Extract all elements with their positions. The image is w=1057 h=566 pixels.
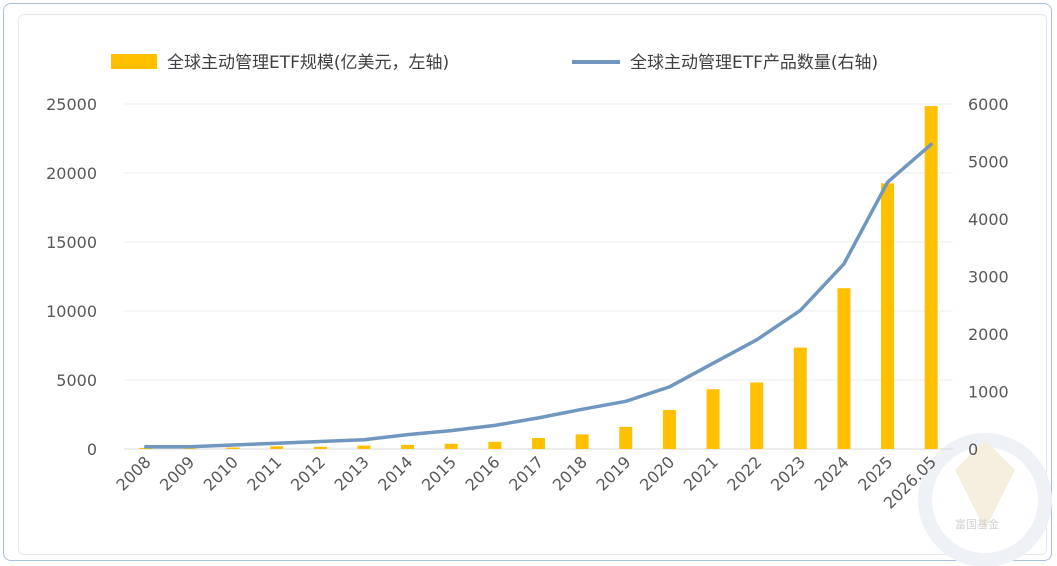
left-tick-label: 25000: [46, 95, 97, 114]
legend-label-bar: 全球主动管理ETF规模(亿美元，左轴): [167, 53, 449, 73]
bar: [881, 183, 895, 449]
x-tick-label: 2008: [112, 452, 154, 494]
legend: 全球主动管理ETF规模(亿美元，左轴) 全球主动管理ETF产品数量(右轴): [111, 53, 878, 73]
x-tick-label: 2022: [723, 452, 765, 494]
x-tick-label: 2014: [374, 452, 416, 494]
left-tick-label: 0: [87, 440, 97, 459]
chart-frame: [3, 3, 1052, 561]
bar: [662, 410, 676, 449]
x-tick-label: 2013: [331, 452, 373, 494]
bar: [837, 288, 851, 449]
x-tick-label: 2020: [636, 452, 678, 494]
left-tick-label: 20000: [46, 164, 97, 183]
bar: [924, 106, 938, 449]
x-tick-label: 2015: [418, 452, 460, 494]
chart-panel: [18, 14, 1047, 555]
line-series: [144, 142, 933, 449]
x-tick-label: 2024: [811, 452, 853, 494]
right-tick-label: 4000: [968, 210, 1009, 229]
x-tick-label: 2023: [767, 452, 809, 494]
x-tick-label: 2018: [549, 452, 591, 494]
watermark-text: 富国基金: [955, 517, 999, 531]
right-tick-label: 6000: [968, 95, 1009, 114]
right-axis-ticks: 0 1000 2000 3000 4000 5000 6000: [968, 95, 1009, 459]
bar: [575, 434, 589, 449]
right-tick-label: 2000: [968, 325, 1009, 344]
x-tick-label: 2021: [680, 452, 722, 494]
x-axis-ticks: 2008 2009 2010 2011 2012 2013 2014 2015 2016 2017…: [112, 452, 940, 512]
bar: [182, 448, 196, 449]
bar: [401, 444, 415, 449]
bar: [750, 382, 764, 449]
right-tick-label: 1000: [968, 383, 1009, 402]
x-tick-label: 2010: [200, 452, 242, 494]
bar: [313, 446, 327, 449]
x-tick-label: 2017: [505, 452, 547, 494]
legend-swatch-bar: [111, 54, 157, 69]
x-tick-label: 2019: [592, 452, 634, 494]
right-tick-label: 3000: [968, 268, 1009, 287]
left-tick-label: 5000: [56, 371, 97, 390]
right-tick-label: 0: [968, 440, 978, 459]
left-tick-label: 10000: [46, 302, 97, 321]
line-path: [144, 142, 933, 449]
x-tick-label: 2011: [243, 452, 285, 494]
bar: [226, 447, 240, 449]
legend-label-line: 全球主动管理ETF产品数量(右轴): [630, 53, 878, 73]
x-tick-label: 2016: [461, 452, 503, 494]
right-tick-label: 5000: [968, 153, 1009, 172]
bar: [706, 389, 720, 449]
bar: [357, 445, 371, 449]
watermark-logo: 富国基金: [918, 433, 1052, 566]
x-tick-label: 2012: [287, 452, 329, 494]
bar: [793, 347, 807, 449]
left-axis-ticks: 0 5000 10000 15000 20000 25000: [46, 95, 97, 459]
bar: [619, 426, 633, 449]
bar: [444, 443, 458, 449]
x-tick-label: 2009: [156, 452, 198, 494]
left-tick-label: 15000: [46, 233, 97, 252]
bar: [270, 446, 284, 449]
bar-series: [139, 106, 938, 449]
bar: [488, 441, 502, 449]
gridlines: [124, 103, 953, 450]
bar: [532, 437, 545, 449]
